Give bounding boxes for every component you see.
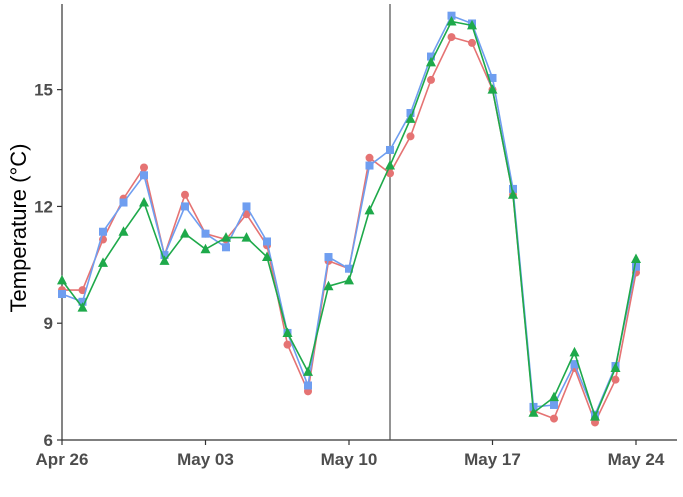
data-point-square xyxy=(181,202,189,211)
series-group xyxy=(57,11,641,427)
data-point-triangle xyxy=(57,274,67,285)
data-point-square xyxy=(263,237,271,246)
data-point-triangle xyxy=(118,226,129,236)
data-point-square xyxy=(222,243,230,252)
data-point-triangle xyxy=(98,257,108,267)
x-tick-label: May 10 xyxy=(321,450,378,469)
data-point-triangle xyxy=(426,56,436,67)
data-point-triangle xyxy=(303,366,313,376)
data-point-square xyxy=(201,229,210,238)
y-ticks: 6 9 12 15 xyxy=(34,81,62,450)
data-point-square xyxy=(550,400,558,409)
data-point-square xyxy=(386,145,394,154)
data-point-square xyxy=(140,171,148,180)
data-point-square xyxy=(632,262,640,271)
data-point-triangle xyxy=(241,232,252,242)
axes xyxy=(61,4,677,441)
data-point-square xyxy=(365,161,374,170)
data-point-circle xyxy=(365,153,374,162)
data-point-triangle xyxy=(364,204,375,215)
data-point-triangle xyxy=(139,197,149,207)
data-point-circle xyxy=(283,340,292,349)
data-point-triangle xyxy=(262,251,272,262)
y-axis-title: Temperature (°C) xyxy=(6,144,31,313)
series-square xyxy=(58,11,640,419)
data-point-circle xyxy=(140,163,148,172)
x-tick-label: May 03 xyxy=(177,450,234,469)
data-point-square xyxy=(488,73,497,82)
data-point-square xyxy=(242,202,251,211)
data-point-square xyxy=(160,251,169,260)
data-point-circle xyxy=(468,38,476,47)
data-point-circle xyxy=(550,414,558,423)
data-point-triangle xyxy=(549,391,559,402)
data-point-circle xyxy=(447,33,456,42)
x-tick-label: May 17 xyxy=(464,450,521,469)
y-tick-label: 6 xyxy=(44,431,53,450)
data-point-triangle xyxy=(508,189,518,199)
data-point-square xyxy=(119,198,128,207)
x-tick-label: Apr 26 xyxy=(36,450,89,469)
data-point-triangle xyxy=(180,228,190,238)
data-point-square xyxy=(99,227,107,236)
y-tick-label: 9 xyxy=(44,314,53,333)
data-point-triangle xyxy=(590,411,600,421)
data-point-circle xyxy=(427,75,435,84)
data-point-circle xyxy=(611,375,620,384)
x-ticks: Apr 26 May 03 May 10 May 17 May 24 xyxy=(36,440,665,469)
series-circle xyxy=(58,33,640,427)
data-point-triangle xyxy=(467,19,477,30)
series-line xyxy=(62,36,637,425)
series-line xyxy=(61,20,637,419)
y-tick-label: 15 xyxy=(34,81,53,100)
data-point-triangle xyxy=(200,243,211,254)
data-point-triangle xyxy=(405,113,416,123)
data-point-triangle xyxy=(159,255,170,265)
data-point-triangle xyxy=(610,362,621,372)
data-point-triangle xyxy=(77,302,88,312)
data-point-triangle xyxy=(631,253,641,263)
data-point-square xyxy=(304,381,312,390)
y-tick-label: 12 xyxy=(34,197,53,216)
data-point-square xyxy=(427,52,435,61)
data-point-square xyxy=(324,253,333,262)
data-point-triangle xyxy=(282,327,293,337)
data-point-triangle xyxy=(528,407,539,417)
data-point-triangle xyxy=(323,280,334,291)
data-point-triangle xyxy=(569,346,580,357)
data-point-square xyxy=(345,264,353,273)
data-point-triangle xyxy=(446,16,457,26)
data-point-circle xyxy=(181,190,189,199)
data-point-square xyxy=(406,109,415,117)
data-point-square xyxy=(447,11,456,20)
data-point-square xyxy=(78,297,87,306)
data-point-triangle xyxy=(344,274,354,285)
data-point-square xyxy=(570,360,579,369)
data-point-triangle xyxy=(487,84,498,94)
data-point-circle xyxy=(406,132,415,141)
data-point-triangle xyxy=(221,232,231,242)
data-point-circle xyxy=(242,210,251,219)
data-point-square xyxy=(509,184,517,193)
data-point-square xyxy=(58,290,66,299)
series-triangle xyxy=(57,16,641,421)
data-point-triangle xyxy=(385,160,395,170)
x-tick-label: May 24 xyxy=(608,450,665,469)
